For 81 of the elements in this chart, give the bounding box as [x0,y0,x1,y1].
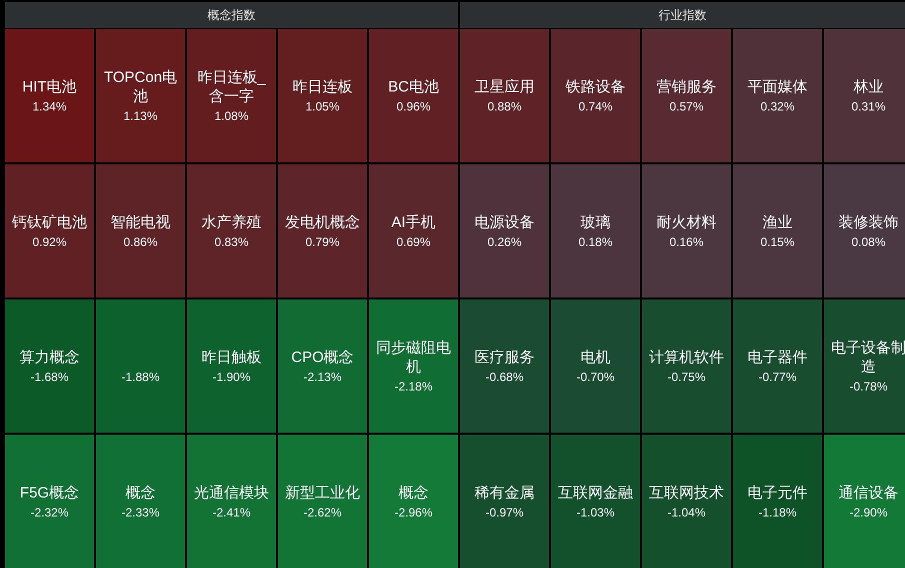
data-label: -2.62% [303,505,342,520]
data-label: -0.68% [485,370,524,384]
data-label: -1.88% [121,370,160,384]
data-label: -1.90% [212,370,251,384]
tile-name: TOPCon电池 [104,68,178,105]
data-label: -2.90% [849,505,888,520]
tile-name: HIT电池 [22,78,77,96]
tile-name: 玻璃 [580,213,610,230]
tile-name: 电子设备制造 [831,339,905,376]
data-label: 1.08% [214,109,249,124]
tile-name: 通信设备 [838,484,898,501]
chart-title: 行业指数 [658,8,706,22]
tile-name: 概念 [126,484,156,501]
tile-name: 林业 [854,78,884,96]
tile-name: 互联网技术 [649,484,724,501]
tile-name: 电机 [580,348,610,366]
data-label: 1.34% [32,100,67,114]
data-label: -0.70% [576,370,615,384]
tile-name: 昨日连板_含一字 [197,68,266,105]
tile-name: 昨日触板 [202,348,262,366]
data-label: -2.13% [303,370,342,384]
data-label: 0.26% [487,234,522,249]
tile-name: 营销服务 [656,78,716,96]
data-label: 0.74% [578,100,613,114]
data-label: -0.75% [667,370,706,384]
tile-name: 同步磁阻电机 [376,339,451,376]
data-label: 1.13% [123,109,158,124]
data-label: 0.79% [305,234,340,249]
data-label: 0.15% [760,234,795,249]
data-label: -2.18% [394,380,433,394]
data-label: 0.88% [487,100,522,114]
data-label: 0.16% [669,234,704,249]
tile-name: 智能电视 [110,213,170,230]
data-label: 0.32% [760,100,795,114]
data-label: 0.86% [123,234,158,249]
data-label: -1.04% [667,505,706,520]
data-label: -0.77% [758,370,797,384]
data-label: -0.78% [849,380,888,394]
tile-name: 装修装饰 [838,213,898,230]
data-label: -1.18% [758,505,797,520]
data-label: 0.57% [669,100,704,114]
data-label: -1.68% [30,370,69,384]
tile-name: 计算机软件 [649,348,724,366]
tile-name: 卫星应用 [474,78,534,96]
data-label: -2.41% [212,505,251,520]
data-label: 0.18% [578,234,613,249]
data-label: 1.05% [305,100,340,114]
tile-name: 发电机概念 [285,213,360,230]
tile-name: 铁路设备 [566,78,626,96]
tile-name: 新型工业化 [285,484,360,501]
tile-name: 电子器件 [748,348,808,366]
tile-name: 光通信模块 [194,484,269,501]
tile-name: 渔业 [762,213,792,230]
tile-name: F5G概念 [20,484,80,501]
data-label: 0.08% [851,234,886,249]
data-label: -2.33% [121,505,160,520]
tile-name: 耐火材料 [656,213,716,230]
data-label: 0.83% [214,234,249,249]
tile-name: 概念 [398,484,428,501]
data-label: -2.96% [394,505,433,520]
tile-name: 水产养殖 [202,213,262,230]
tile-name: 算力概念 [20,348,80,366]
tile-name: 稀有金属 [474,484,534,501]
data-label: -0.97% [485,505,524,520]
tile-name: 电子元件 [748,484,808,501]
tile-name: 电源设备 [474,213,534,230]
data-label: -1.03% [576,505,615,520]
tile-name: 医疗服务 [474,348,534,366]
tile-name: 平面媒体 [748,78,808,96]
tile-name: BC电池 [388,78,439,96]
tile-name: AI手机 [391,213,436,230]
data-label: 0.92% [32,234,67,249]
tile-name: CPO概念 [291,348,354,366]
tile-name: 互联网金融 [558,484,633,501]
data-label: 0.96% [396,100,431,114]
tile-name: 钙钛矿电池 [12,213,87,230]
chart-title: 概念指数 [208,8,256,22]
data-label: -2.32% [30,505,69,520]
data-label: 0.69% [396,234,431,249]
tile-name: 昨日连板 [292,78,352,96]
data-label: 0.31% [851,100,886,114]
